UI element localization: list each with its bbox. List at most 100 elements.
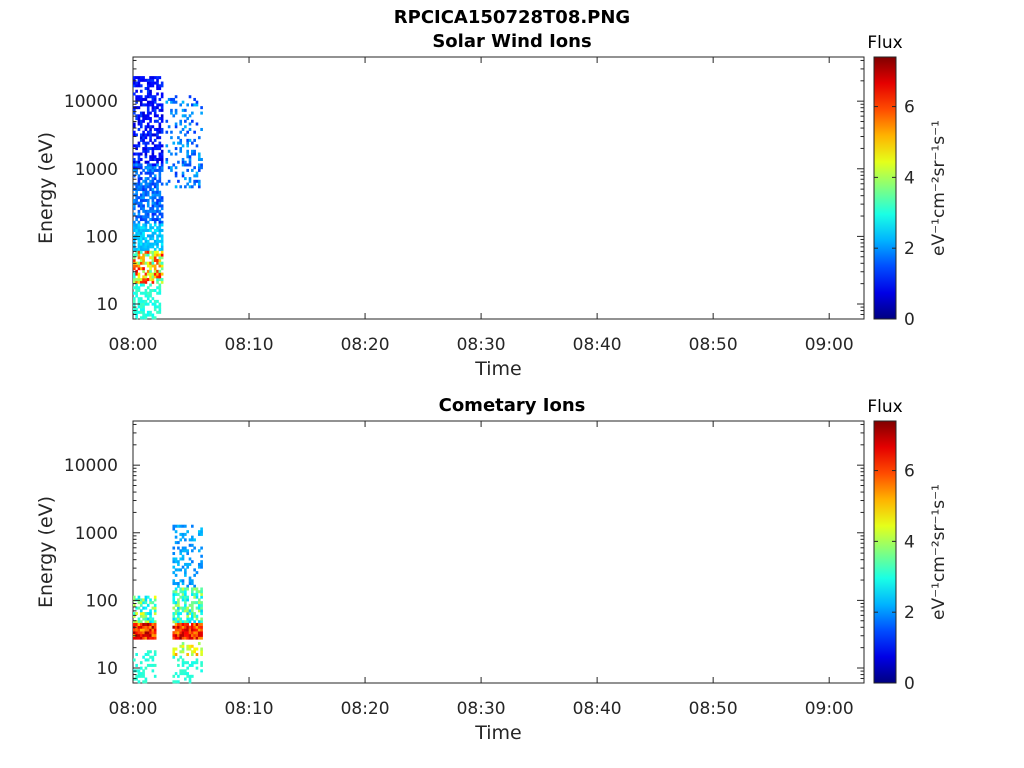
heatmap-cell [135, 606, 138, 610]
heatmap-cell [156, 305, 159, 309]
heatmap-cell [137, 119, 141, 123]
x-tick-label: 09:00 [805, 335, 854, 355]
heatmap-cell [179, 620, 183, 624]
heatmap-cell [151, 278, 155, 282]
heatmap-cell [139, 242, 143, 246]
heatmap-cell [149, 272, 152, 276]
heatmap-cell [184, 573, 187, 577]
heatmap-cell [142, 631, 145, 635]
heatmap-cell [158, 302, 162, 306]
heatmap-cell [179, 655, 183, 659]
heatmap-cell [172, 552, 176, 556]
heatmap-cell [156, 299, 159, 303]
heatmap-cell [139, 97, 143, 101]
heatmap-cell [174, 620, 178, 624]
heatmap-cell [200, 617, 203, 621]
heatmap-cell [197, 590, 201, 594]
heatmap-cell [177, 179, 180, 183]
heatmap-cell [181, 579, 185, 583]
heatmap-cell [158, 166, 162, 170]
heatmap-cell [137, 275, 141, 279]
heatmap-cell [177, 546, 180, 550]
heatmap-cell [160, 215, 164, 219]
heatmap-cell [153, 174, 157, 178]
heatmap-cell [146, 106, 150, 110]
heatmap-cell [160, 278, 164, 282]
heatmap-cell [153, 258, 157, 262]
heatmap-cell [149, 275, 152, 279]
heatmap-cell [188, 680, 192, 684]
heatmap-cell [133, 201, 136, 205]
heatmap-cell [149, 218, 152, 222]
heatmap-cell [149, 100, 152, 104]
heatmap-cell [139, 672, 143, 676]
heatmap-cell [151, 207, 155, 211]
heatmap-cell [149, 81, 152, 85]
heatmap-cell [149, 125, 152, 129]
heatmap-cell [133, 264, 136, 268]
heatmap-cell [151, 316, 155, 320]
heatmap-cell [188, 677, 192, 681]
heatmap-cell [153, 223, 157, 227]
heatmap-cell [156, 272, 159, 276]
heatmap-cell [197, 185, 201, 189]
heatmap-cell [153, 288, 157, 293]
heatmap-cell [156, 209, 159, 213]
heatmap-cell [149, 256, 152, 260]
heatmap-cell [151, 253, 155, 257]
heatmap-cell [188, 576, 192, 580]
heatmap-cell [158, 310, 162, 314]
heatmap-cell [146, 114, 150, 118]
heatmap-cell [151, 237, 155, 241]
heatmap-cell [160, 253, 164, 257]
heatmap-cell [146, 297, 150, 301]
heatmap-cell [149, 261, 152, 265]
heatmap-cell [139, 215, 143, 219]
heatmap-cell [188, 538, 192, 542]
heatmap-cell [184, 532, 187, 536]
heatmap-cell [133, 111, 136, 115]
heatmap-cell [144, 166, 148, 170]
heatmap-cell [179, 138, 183, 142]
heatmap-cell [137, 288, 141, 293]
heatmap-cell [151, 250, 155, 254]
heatmap-cell [191, 535, 194, 539]
heatmap-cell [142, 633, 145, 637]
heatmap-cell [179, 579, 183, 583]
heatmap-cell [184, 549, 187, 553]
heatmap-cell [177, 541, 180, 545]
heatmap-cell [151, 620, 155, 624]
heatmap-cell [160, 163, 164, 167]
heatmap-cell [179, 628, 183, 632]
heatmap-cell [146, 286, 150, 290]
heatmap-cell [146, 78, 150, 82]
heatmap-cell [177, 141, 180, 145]
heatmap-cell [184, 108, 187, 112]
heatmap-cell [142, 196, 145, 200]
heatmap-cell [179, 103, 183, 107]
heatmap-cell [191, 549, 194, 553]
y-tick-label: 10000 [64, 456, 118, 476]
heatmap-cell [144, 612, 148, 616]
heatmap-cell [139, 218, 143, 222]
heatmap-cell [158, 196, 162, 200]
heatmap-cell [181, 557, 185, 561]
heatmap-cell [193, 149, 196, 153]
heatmap-cell [146, 612, 150, 616]
heatmap-cell [142, 625, 145, 629]
heatmap-cell [200, 647, 203, 651]
heatmap-cell [151, 182, 155, 186]
heatmap-cell [153, 612, 157, 616]
heatmap-cell [144, 242, 148, 246]
heatmap-cell [144, 87, 148, 91]
heatmap-cell [186, 674, 189, 678]
heatmap-cell [135, 166, 138, 170]
heatmap-cell [137, 237, 141, 241]
heatmap-cell [181, 524, 185, 528]
heatmap-cell [149, 223, 152, 227]
heatmap-cell [139, 171, 143, 175]
chart-panel: 08:00 08:10 08:20 08:30 08:40 08:50 09:00 Time 1… [35, 33, 949, 380]
heatmap-cell [193, 97, 196, 101]
heatmap-cell [156, 193, 159, 197]
